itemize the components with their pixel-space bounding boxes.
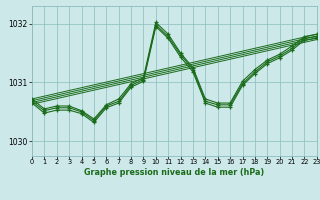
X-axis label: Graphe pression niveau de la mer (hPa): Graphe pression niveau de la mer (hPa) xyxy=(84,168,265,177)
